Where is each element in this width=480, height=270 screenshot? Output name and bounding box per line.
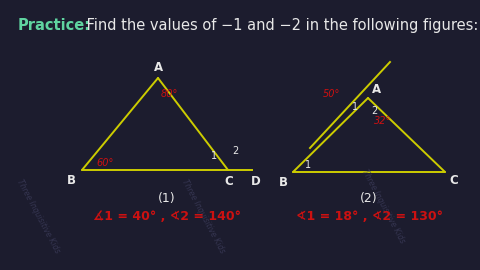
- Text: D: D: [251, 175, 261, 188]
- Text: 1: 1: [211, 151, 217, 161]
- Text: B: B: [67, 174, 76, 187]
- Text: ∢1 = 18° , ∢2 = 130°: ∢1 = 18° , ∢2 = 130°: [296, 210, 443, 223]
- Text: Three Inquisitive Kids: Three Inquisitive Kids: [360, 168, 407, 245]
- Text: Three Inquisitive Kids: Three Inquisitive Kids: [180, 178, 227, 255]
- Text: 2: 2: [232, 146, 238, 156]
- Text: Find the values of −1 and −2 in the following figures:: Find the values of −1 and −2 in the foll…: [82, 18, 479, 33]
- Text: Practice:: Practice:: [18, 18, 91, 33]
- Text: (1): (1): [158, 192, 176, 205]
- Text: 80°: 80°: [161, 89, 179, 99]
- Text: B: B: [279, 176, 288, 189]
- Text: ∡1 = 40° , ∢2 = 140°: ∡1 = 40° , ∢2 = 140°: [93, 210, 241, 223]
- Text: C: C: [449, 174, 458, 187]
- Text: 32°: 32°: [374, 116, 391, 126]
- Text: Three Inquisitive Kids: Three Inquisitive Kids: [15, 178, 61, 255]
- Text: (2): (2): [360, 192, 378, 205]
- Text: 2: 2: [371, 106, 377, 116]
- Text: 60°: 60°: [96, 158, 113, 168]
- Text: 1: 1: [305, 160, 311, 170]
- Text: C: C: [225, 175, 233, 188]
- Text: A: A: [372, 83, 381, 96]
- Text: 1: 1: [352, 102, 358, 112]
- Text: 50°: 50°: [323, 89, 340, 99]
- Text: A: A: [154, 61, 163, 74]
